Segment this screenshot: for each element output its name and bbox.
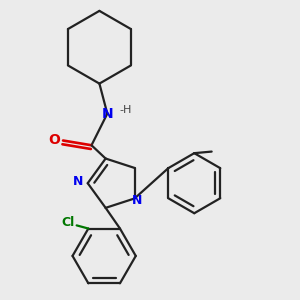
Text: N: N bbox=[72, 175, 83, 188]
Text: N: N bbox=[101, 106, 113, 121]
Text: -H: -H bbox=[119, 106, 132, 116]
Text: N: N bbox=[132, 194, 142, 206]
Text: O: O bbox=[48, 133, 60, 147]
Text: Cl: Cl bbox=[61, 216, 74, 229]
